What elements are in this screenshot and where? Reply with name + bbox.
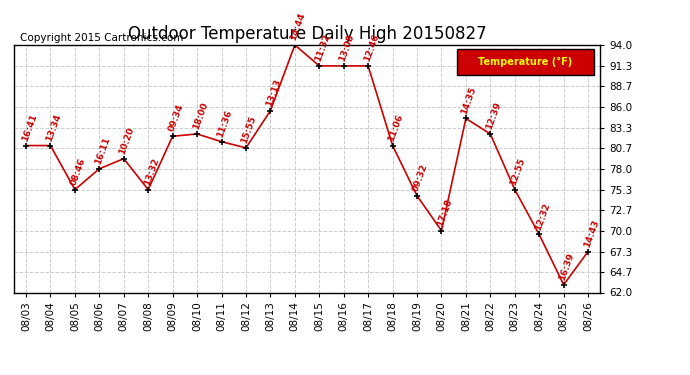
Text: 15:55: 15:55 — [240, 115, 258, 145]
Text: 13:34: 13:34 — [44, 112, 63, 142]
Bar — [457, 49, 594, 75]
Text: 16:39: 16:39 — [558, 252, 576, 282]
Text: 13:08: 13:08 — [337, 33, 356, 63]
Text: 09:34: 09:34 — [166, 103, 185, 133]
Text: 12:32: 12:32 — [533, 201, 551, 231]
Text: 17:18: 17:18 — [435, 197, 454, 228]
Text: 13:32: 13:32 — [142, 156, 161, 186]
Text: 12:46: 12:46 — [362, 33, 380, 63]
Text: 16:11: 16:11 — [93, 136, 112, 166]
Text: 16:41: 16:41 — [20, 112, 39, 142]
Text: 14:44: 14:44 — [289, 12, 307, 42]
Text: 13:13: 13:13 — [264, 78, 283, 108]
Text: 14:35: 14:35 — [460, 85, 478, 116]
Text: 10:20: 10:20 — [118, 126, 136, 156]
Text: 12:39: 12:39 — [484, 101, 502, 131]
Text: Copyright 2015 Cartronics.com: Copyright 2015 Cartronics.com — [19, 33, 183, 42]
Text: 18:00: 18:00 — [191, 101, 209, 131]
Title: Outdoor Temperature Daily High 20150827: Outdoor Temperature Daily High 20150827 — [128, 26, 486, 44]
Text: 12:55: 12:55 — [509, 156, 527, 186]
Text: 11:36: 11:36 — [215, 109, 234, 139]
Text: Temperature (°F): Temperature (°F) — [478, 57, 573, 67]
Text: 11:32: 11:32 — [313, 33, 331, 63]
Text: 08:46: 08:46 — [69, 156, 87, 186]
Text: 14:43: 14:43 — [582, 218, 600, 248]
Text: 09:32: 09:32 — [411, 163, 429, 193]
Text: 11:06: 11:06 — [386, 112, 405, 142]
